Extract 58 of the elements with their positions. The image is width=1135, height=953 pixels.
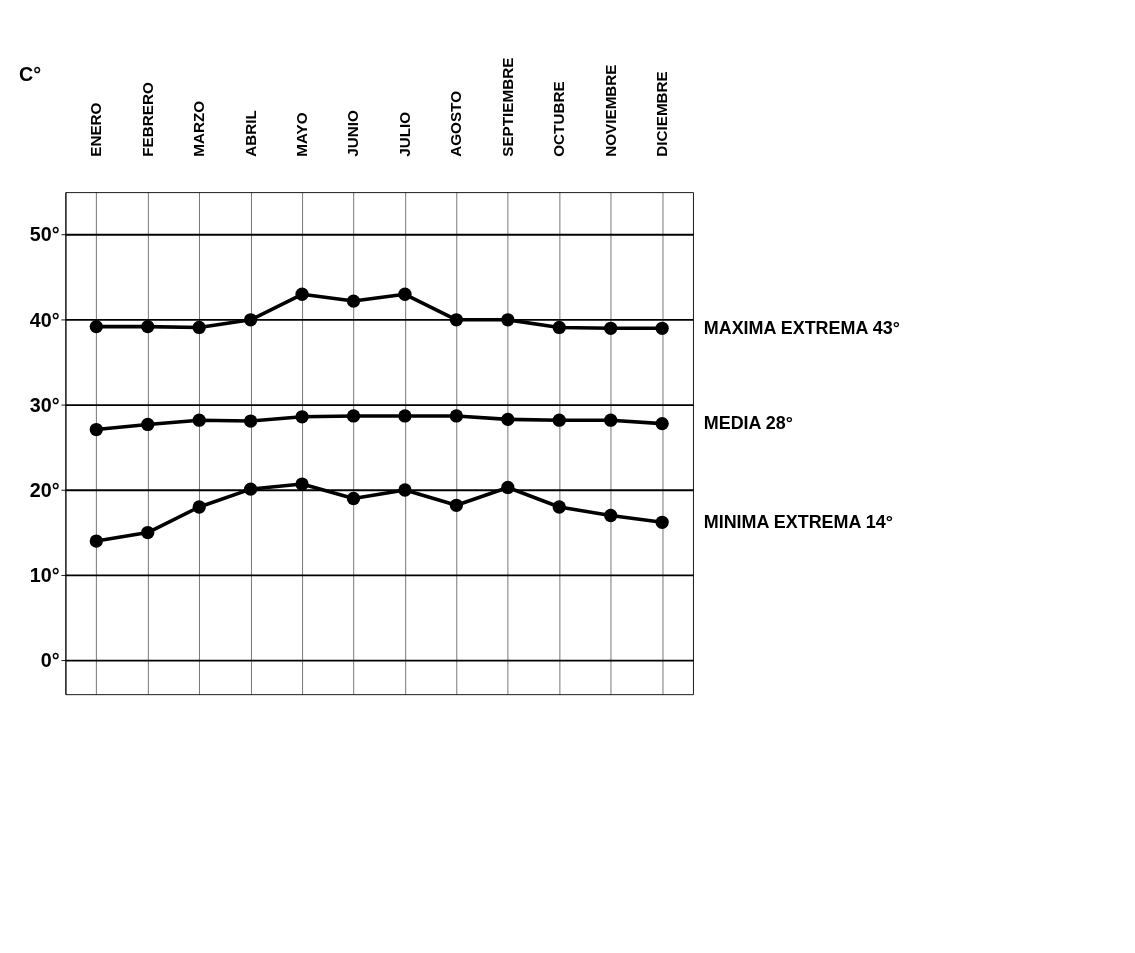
- point: [346, 294, 361, 308]
- point: [449, 409, 464, 423]
- point: [501, 412, 515, 426]
- point: [295, 410, 309, 424]
- x-tick-label: ABRIL: [241, 110, 259, 157]
- point: [655, 416, 669, 431]
- point: [141, 525, 155, 540]
- y-axis-title: C°: [18, 62, 42, 85]
- point: [449, 313, 464, 327]
- point: [89, 319, 103, 334]
- point: [604, 508, 618, 523]
- point: [243, 313, 258, 327]
- point: [346, 409, 361, 423]
- x-tick-label: DICIEMBRE: [653, 71, 671, 157]
- point: [192, 500, 206, 514]
- y-tick-label: 30°: [29, 393, 60, 416]
- y-tick-label: 20°: [29, 478, 60, 501]
- point: [552, 320, 566, 335]
- y-tick-label: 0°: [40, 648, 60, 671]
- point: [243, 482, 258, 496]
- point: [604, 413, 618, 427]
- series-label: MINIMA EXTREMA 14°: [703, 511, 893, 532]
- point: [346, 491, 361, 506]
- point: [501, 313, 515, 327]
- x-tick-label: JULIO: [395, 111, 413, 157]
- point: [449, 498, 464, 512]
- point: [89, 422, 103, 437]
- point: [398, 287, 412, 301]
- x-tick-label: ENERO: [87, 102, 105, 157]
- x-tick-label: MARZO: [190, 100, 208, 157]
- series-label: MEDIA 28°: [703, 413, 793, 433]
- point: [89, 534, 103, 548]
- y-tick-label: 50°: [29, 223, 60, 246]
- x-tick-label: SEPTIEMBRE: [498, 57, 516, 157]
- y-tick-label: 10°: [29, 563, 60, 586]
- point: [552, 413, 566, 427]
- x-tick-label: OCTUBRE: [550, 81, 568, 157]
- point: [192, 320, 206, 335]
- point: [243, 414, 258, 428]
- point: [141, 417, 155, 432]
- x-tick-label: AGOSTO: [447, 90, 465, 157]
- x-tick-label: FEBRERO: [138, 82, 156, 157]
- point: [398, 483, 412, 497]
- series-label: MAXIMA EXTREMA 43°: [703, 317, 900, 338]
- point: [552, 500, 566, 514]
- point: [295, 477, 309, 491]
- point: [398, 409, 412, 423]
- x-tick-label: NOVIEMBRE: [601, 64, 619, 157]
- x-tick-label: JUNIO: [344, 110, 362, 157]
- point: [192, 413, 206, 427]
- point: [295, 287, 309, 301]
- point: [604, 321, 618, 335]
- point: [141, 319, 155, 334]
- y-tick-label: 40°: [29, 308, 60, 331]
- point: [655, 515, 669, 529]
- point: [655, 321, 669, 335]
- x-tick-label: MAYO: [293, 112, 310, 157]
- point: [501, 480, 515, 495]
